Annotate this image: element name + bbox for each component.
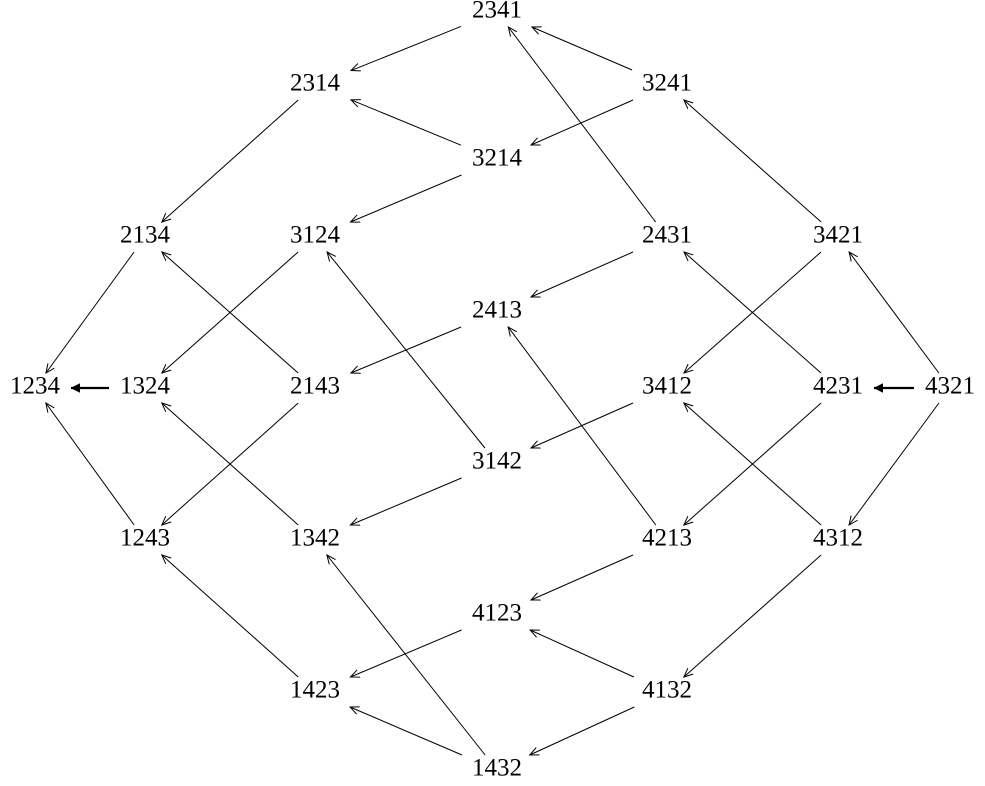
node-label: 4123 xyxy=(472,600,522,627)
edge xyxy=(508,327,657,526)
edge xyxy=(162,555,299,678)
node-label: 2431 xyxy=(642,222,692,249)
edge xyxy=(849,402,940,525)
edge xyxy=(351,25,462,70)
edge xyxy=(162,252,299,374)
edge xyxy=(530,630,635,678)
edge xyxy=(531,554,634,600)
node-label: 3412 xyxy=(642,373,692,400)
node-label: 1342 xyxy=(290,525,340,552)
edge xyxy=(684,252,822,374)
edge xyxy=(327,555,486,756)
node-label: 2134 xyxy=(120,222,171,249)
node-label: 2341 xyxy=(472,0,522,24)
node-label: 2143 xyxy=(290,373,340,400)
edge xyxy=(849,252,940,374)
edge xyxy=(530,706,635,755)
node-label: 4213 xyxy=(642,525,692,552)
node-label: 1324 xyxy=(120,373,171,400)
node-label: 2413 xyxy=(472,297,522,324)
edge xyxy=(350,477,462,525)
node-label: 1243 xyxy=(120,525,170,552)
edge xyxy=(684,100,822,223)
edge xyxy=(684,554,822,677)
edge xyxy=(684,403,822,526)
node-label: 4312 xyxy=(813,525,863,552)
node-label: 3214 xyxy=(472,145,523,172)
node-label: 3124 xyxy=(290,222,341,249)
node-label: 1234 xyxy=(10,373,61,400)
edge xyxy=(46,251,135,373)
edge xyxy=(162,99,299,222)
node-label: 4321 xyxy=(925,373,975,400)
edge xyxy=(351,100,462,146)
node-label: 3142 xyxy=(472,448,522,475)
edge xyxy=(531,251,634,297)
edge xyxy=(162,403,299,526)
edge xyxy=(350,174,462,222)
edge xyxy=(532,27,633,71)
edge xyxy=(350,629,462,677)
node-label: 2314 xyxy=(290,70,341,97)
edge xyxy=(350,707,463,756)
node-label: 1432 xyxy=(472,755,522,782)
node-label: 1423 xyxy=(290,677,340,704)
node-label: 4132 xyxy=(642,677,692,704)
edge xyxy=(508,27,657,223)
node-label: 3241 xyxy=(642,70,692,97)
node-label: 4231 xyxy=(813,373,863,400)
edge xyxy=(351,326,462,373)
edge xyxy=(531,99,634,145)
node-label: 3421 xyxy=(813,222,863,249)
node-labels: 2341 2314 3241 3214 2134 3124 2431 3421 2413 1234… xyxy=(10,0,975,782)
edges xyxy=(46,25,940,756)
edge xyxy=(46,403,135,526)
